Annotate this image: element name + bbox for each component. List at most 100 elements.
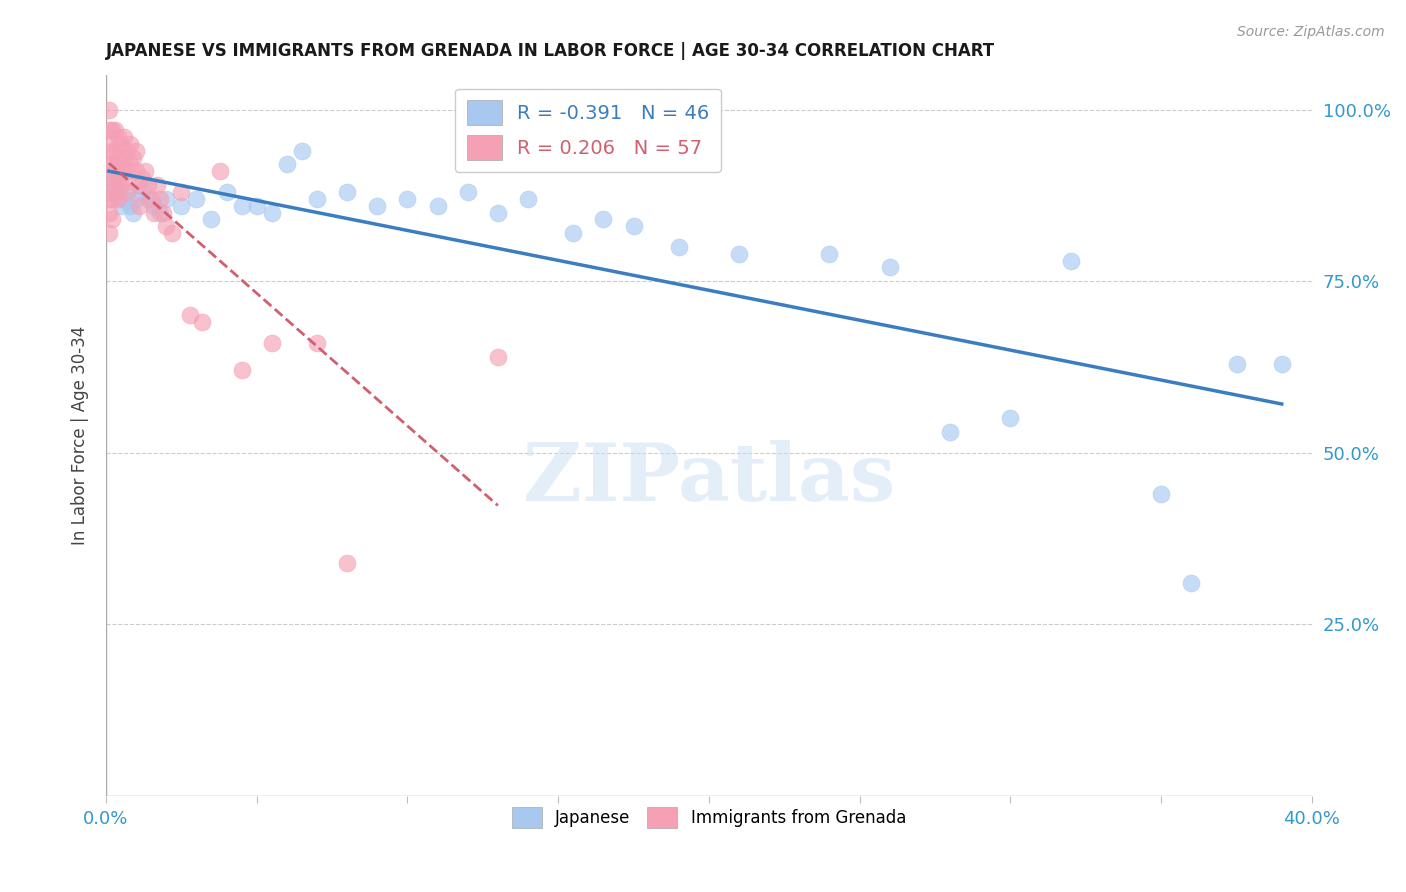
Point [562,226,585,240]
Point [396,192,419,206]
Point [305,192,328,206]
Point [1060,253,1083,268]
Point [336,185,359,199]
Point [170,185,193,199]
Text: ZIPatlas: ZIPatlas [523,440,896,518]
Point [143,199,166,213]
Point [486,205,509,219]
Point [97,205,120,219]
Point [107,130,129,145]
Point [231,199,253,213]
Point [110,178,132,192]
Point [818,246,841,260]
Point [457,185,479,199]
Point [149,192,172,206]
Point [118,199,141,213]
Point [128,178,150,192]
Point [939,425,962,440]
Point [366,199,388,213]
Point [879,260,901,275]
Point [231,363,253,377]
Point [97,185,120,199]
Point [104,185,127,199]
Point [104,171,127,186]
Point [134,164,156,178]
Point [191,315,214,329]
Point [115,164,138,178]
Point [104,144,127,158]
Point [125,192,148,206]
Point [149,205,172,219]
Point [101,178,124,192]
Y-axis label: In Labor Force | Age 30-34: In Labor Force | Age 30-34 [72,326,89,545]
Point [97,192,120,206]
Point [107,151,129,165]
Point [112,130,135,145]
Point [260,335,283,350]
Point [112,151,135,165]
Point [1271,357,1294,371]
Point [97,123,120,137]
Text: JAPANESE VS IMMIGRANTS FROM GRENADA IN LABOR FORCE | AGE 30-34 CORRELATION CHART: JAPANESE VS IMMIGRANTS FROM GRENADA IN L… [105,42,995,60]
Point [1150,487,1173,501]
Point [143,205,166,219]
Point [115,185,138,199]
Point [1225,357,1247,371]
Point [276,157,298,171]
Point [246,199,269,213]
Point [131,185,153,199]
Point [125,164,148,178]
Point [152,205,174,219]
Point [115,144,138,158]
Point [125,144,148,158]
Point [139,192,162,206]
Point [426,199,449,213]
Point [97,157,120,171]
Point [104,164,127,178]
Point [155,219,177,234]
Point [101,212,124,227]
Point [136,192,159,206]
Point [136,178,159,192]
Point [101,157,124,171]
Point [170,199,193,213]
Point [107,192,129,206]
Point [104,123,127,137]
Text: Source: ZipAtlas.com: Source: ZipAtlas.com [1237,25,1385,39]
Point [209,164,232,178]
Point [179,309,201,323]
Point [122,151,145,165]
Point [162,226,184,240]
Point [486,350,509,364]
Point [215,185,238,199]
Point [128,199,150,213]
Point [101,192,124,206]
Point [146,178,169,192]
Point [112,192,135,206]
Point [97,136,120,151]
Point [668,240,690,254]
Point [97,226,120,240]
Point [260,205,283,219]
Point [110,136,132,151]
Point [118,157,141,171]
Legend: Japanese, Immigrants from Grenada: Japanese, Immigrants from Grenada [505,800,912,835]
Point [592,212,614,227]
Point [336,556,359,570]
Point [107,185,129,199]
Point [97,171,120,186]
Point [110,157,132,171]
Point [107,171,129,186]
Point [118,136,141,151]
Point [200,212,222,227]
Point [101,144,124,158]
Point [1180,576,1202,591]
Point [305,335,328,350]
Point [115,185,138,199]
Point [291,144,314,158]
Point [97,103,120,117]
Point [1000,411,1022,425]
Point [101,123,124,137]
Point [112,171,135,186]
Point [517,192,540,206]
